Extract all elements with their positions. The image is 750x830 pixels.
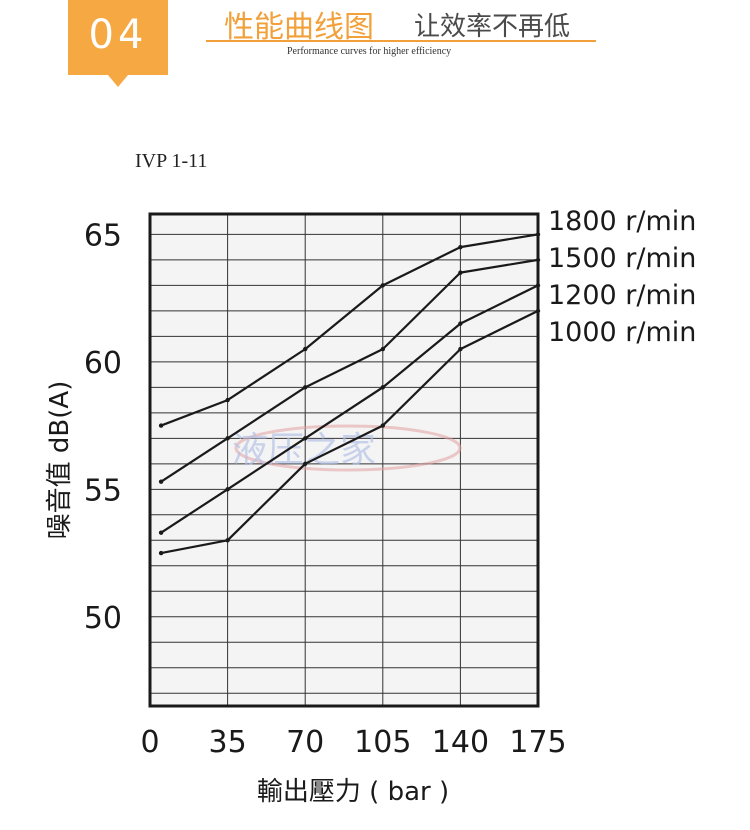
- y-tick-label: 65: [84, 218, 122, 253]
- header-divider: [206, 40, 596, 42]
- data-point: [303, 461, 308, 467]
- series-lines: [158, 232, 541, 556]
- data-point: [158, 530, 164, 535]
- x-tick-label: 105: [354, 725, 411, 760]
- section-badge: 04: [68, 0, 168, 87]
- data-point: [458, 321, 463, 326]
- legend-item: 1200 r/min: [548, 280, 696, 311]
- x-tick-label: 140: [432, 725, 489, 760]
- x-axis-label: 輸出壓力 ( bar ): [257, 777, 449, 807]
- series-line-2: [160, 258, 539, 483]
- y-tick-label: 60: [84, 346, 122, 381]
- legend-item: 1000 r/min: [548, 317, 696, 348]
- x-tick-label: 175: [509, 725, 566, 760]
- data-point: [225, 487, 230, 492]
- section-title: 性能曲线图: [224, 10, 374, 45]
- data-point: [303, 436, 308, 441]
- data-point: [158, 550, 164, 556]
- data-point: [458, 270, 463, 275]
- section-title-english: Performance curves for higher efficiency: [287, 46, 452, 57]
- data-point: [225, 397, 230, 403]
- data-point: [158, 479, 164, 484]
- data-point: [225, 436, 230, 441]
- data-point: [380, 346, 385, 352]
- section-number: 04: [88, 12, 148, 58]
- series-line-1: [160, 233, 539, 427]
- plot-frame: [148, 212, 540, 708]
- chart-title: IVP 1-11: [135, 150, 208, 172]
- series-line-3: [160, 284, 539, 534]
- y-tick-label: 55: [84, 473, 122, 508]
- data-point: [380, 385, 385, 390]
- data-point: [380, 423, 385, 428]
- data-point: [158, 423, 164, 428]
- data-point: [458, 244, 463, 250]
- legend-item: 1800 r/min: [548, 206, 696, 237]
- plot-background: [150, 214, 538, 706]
- series-line-4: [160, 309, 539, 555]
- legend: 1800 r/min 1500 r/min 1200 r/min 1000 r/min: [548, 206, 696, 348]
- x-tick-label: 0: [140, 725, 159, 760]
- tick-labels: 0 35 70 105 140 175 50 55 60 65: [84, 218, 567, 760]
- data-point: [303, 346, 308, 352]
- y-axis-label: 噪音值 dB(A): [45, 381, 75, 540]
- section-subtitle: 让效率不再低: [414, 12, 571, 42]
- x-tick-label: 70: [286, 725, 324, 760]
- x-tick-label: 35: [209, 725, 247, 760]
- y-tick-label: 50: [84, 601, 122, 636]
- data-point: [380, 283, 385, 288]
- data-point: [303, 385, 308, 390]
- legend-item: 1500 r/min: [548, 243, 696, 274]
- data-point: [225, 538, 230, 543]
- data-point: [458, 346, 463, 352]
